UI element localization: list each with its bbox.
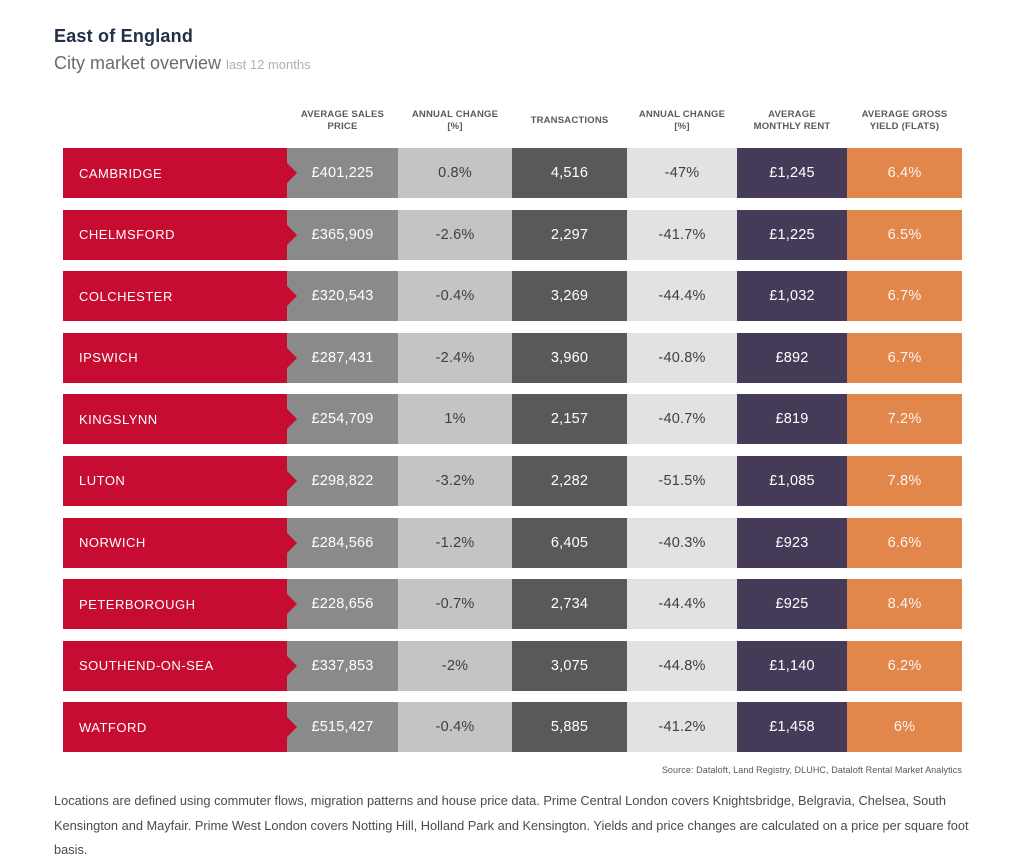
sales-cell: £337,853 (287, 640, 398, 691)
change2-cell: -40.3% (627, 517, 737, 568)
change2-cell: -41.2% (627, 702, 737, 753)
change2-cell: -44.4% (627, 271, 737, 322)
city-cell: SOUTHEND-ON-SEA (63, 640, 287, 691)
transactions-cell: 2,157 (512, 394, 627, 445)
subtitle-text: City market overview (54, 52, 222, 73)
city-cell: CHELMSFORD (63, 209, 287, 260)
table-row: IPSWICH £287,431 -2.4% 3,960 -40.8% £892 6.7% (63, 332, 962, 383)
change2-cell: -41.7% (627, 209, 737, 260)
page-subtitle: City market overview last 12 months (54, 53, 311, 75)
change1-cell: -0.7% (398, 579, 512, 630)
rent-cell: £925 (737, 579, 847, 630)
change1-cell: -0.4% (398, 702, 512, 753)
table-row: NORWICH £284,566 -1.2% 6,405 -40.3% £923 6.6% (63, 517, 962, 568)
change1-cell: -2.6% (398, 209, 512, 260)
sales-cell: £284,566 (287, 517, 398, 568)
city-cell: KINGSLYNN (63, 394, 287, 445)
sales-cell: £515,427 (287, 702, 398, 753)
transactions-cell: 6,405 (512, 517, 627, 568)
transactions-cell: 3,269 (512, 271, 627, 322)
sales-cell: £401,225 (287, 148, 398, 198)
table-row: CAMBRIDGE £401,225 0.8% 4,516 -47% £1,245 6.4% (63, 148, 962, 198)
transactions-cell: 4,516 (512, 148, 627, 198)
change1-cell: -0.4% (398, 271, 512, 322)
rent-cell: £819 (737, 394, 847, 445)
city-cell: LUTON (63, 455, 287, 506)
table-row: PETERBOROUGH £228,656 -0.7% 2,734 -44.4% £925… (63, 579, 962, 630)
change1-cell: -1.2% (398, 517, 512, 568)
rent-cell: £1,140 (737, 640, 847, 691)
rent-cell: £1,458 (737, 702, 847, 753)
change1-cell: -2.4% (398, 332, 512, 383)
transactions-cell: 5,885 (512, 702, 627, 753)
sales-cell: £254,709 (287, 394, 398, 445)
change2-cell: -40.8% (627, 332, 737, 383)
sales-cell: £365,909 (287, 209, 398, 260)
yield-cell: 6.5% (847, 209, 962, 260)
transactions-cell: 2,734 (512, 579, 627, 630)
change1-cell: -3.2% (398, 455, 512, 506)
source-note: Source: Dataloft, Land Registry, DLUHC, … (661, 765, 962, 775)
subtitle-note: last 12 months (226, 56, 311, 72)
sales-cell: £287,431 (287, 332, 398, 383)
change2-cell: -44.8% (627, 640, 737, 691)
sales-cell: £320,543 (287, 271, 398, 322)
change2-cell: -40.7% (627, 394, 737, 445)
rent-cell: £1,225 (737, 209, 847, 260)
column-header: TRANSACTIONS (530, 114, 609, 126)
page-header: East of England City market overview last… (54, 26, 311, 74)
rent-cell: £1,245 (737, 148, 847, 198)
yield-cell: 6.6% (847, 517, 962, 568)
city-cell: IPSWICH (63, 332, 287, 383)
city-cell: PETERBOROUGH (63, 579, 287, 630)
change1-cell: 0.8% (398, 148, 512, 198)
rent-cell: £1,032 (737, 271, 847, 322)
change2-cell: -51.5% (627, 455, 737, 506)
transactions-cell: 2,282 (512, 455, 627, 506)
city-cell: WATFORD (63, 702, 287, 753)
table-header-row: AVERAGE SALES PRICE ANNUAL CHANGE [%] TRAN… (63, 102, 962, 140)
table-row: CHELMSFORD £365,909 -2.6% 2,297 -41.7% £1,225… (63, 209, 962, 260)
change2-cell: -47% (627, 148, 737, 198)
change2-cell: -44.4% (627, 579, 737, 630)
column-header: AVERAGE GROSS YIELD (FLATS) (861, 108, 948, 132)
transactions-cell: 2,297 (512, 209, 627, 260)
table-row: KINGSLYNN £254,709 1% 2,157 -40.7% £819 7.2% (63, 394, 962, 445)
table-body: CAMBRIDGE £401,225 0.8% 4,516 -47% £1,245 6.4%… (63, 148, 962, 753)
yield-cell: 6% (847, 702, 962, 753)
yield-cell: 7.2% (847, 394, 962, 445)
column-header: AVERAGE SALES PRICE (300, 108, 385, 132)
transactions-cell: 3,960 (512, 332, 627, 383)
yield-cell: 6.4% (847, 148, 962, 198)
table-row: COLCHESTER £320,543 -0.4% 3,269 -44.4% £1,032… (63, 271, 962, 322)
sales-cell: £298,822 (287, 455, 398, 506)
change1-cell: -2% (398, 640, 512, 691)
yield-cell: 6.2% (847, 640, 962, 691)
transactions-cell: 3,075 (512, 640, 627, 691)
sales-cell: £228,656 (287, 579, 398, 630)
column-header: AVERAGE MONTHLY RENT (753, 108, 831, 132)
yield-cell: 7.8% (847, 455, 962, 506)
footnote-text: Locations are defined using commuter flo… (54, 793, 969, 857)
rent-cell: £1,085 (737, 455, 847, 506)
table-row: WATFORD £515,427 -0.4% 5,885 -41.2% £1,458 6% (63, 702, 962, 753)
yield-cell: 6.7% (847, 271, 962, 322)
city-cell: NORWICH (63, 517, 287, 568)
change1-cell: 1% (398, 394, 512, 445)
market-overview-table: AVERAGE SALES PRICE ANNUAL CHANGE [%] TRAN… (63, 102, 962, 764)
column-header: ANNUAL CHANGE [%] (638, 108, 726, 132)
rent-cell: £923 (737, 517, 847, 568)
yield-cell: 6.7% (847, 332, 962, 383)
column-header: ANNUAL CHANGE [%] (411, 108, 499, 132)
rent-cell: £892 (737, 332, 847, 383)
page-title: East of England (54, 26, 194, 46)
city-cell: COLCHESTER (63, 271, 287, 322)
table-row: SOUTHEND-ON-SEA £337,853 -2% 3,075 -44.8% £1,… (63, 640, 962, 691)
yield-cell: 8.4% (847, 579, 962, 630)
city-cell: CAMBRIDGE (63, 148, 287, 198)
table-row: LUTON £298,822 -3.2% 2,282 -51.5% £1,085 7.8% (63, 455, 962, 506)
